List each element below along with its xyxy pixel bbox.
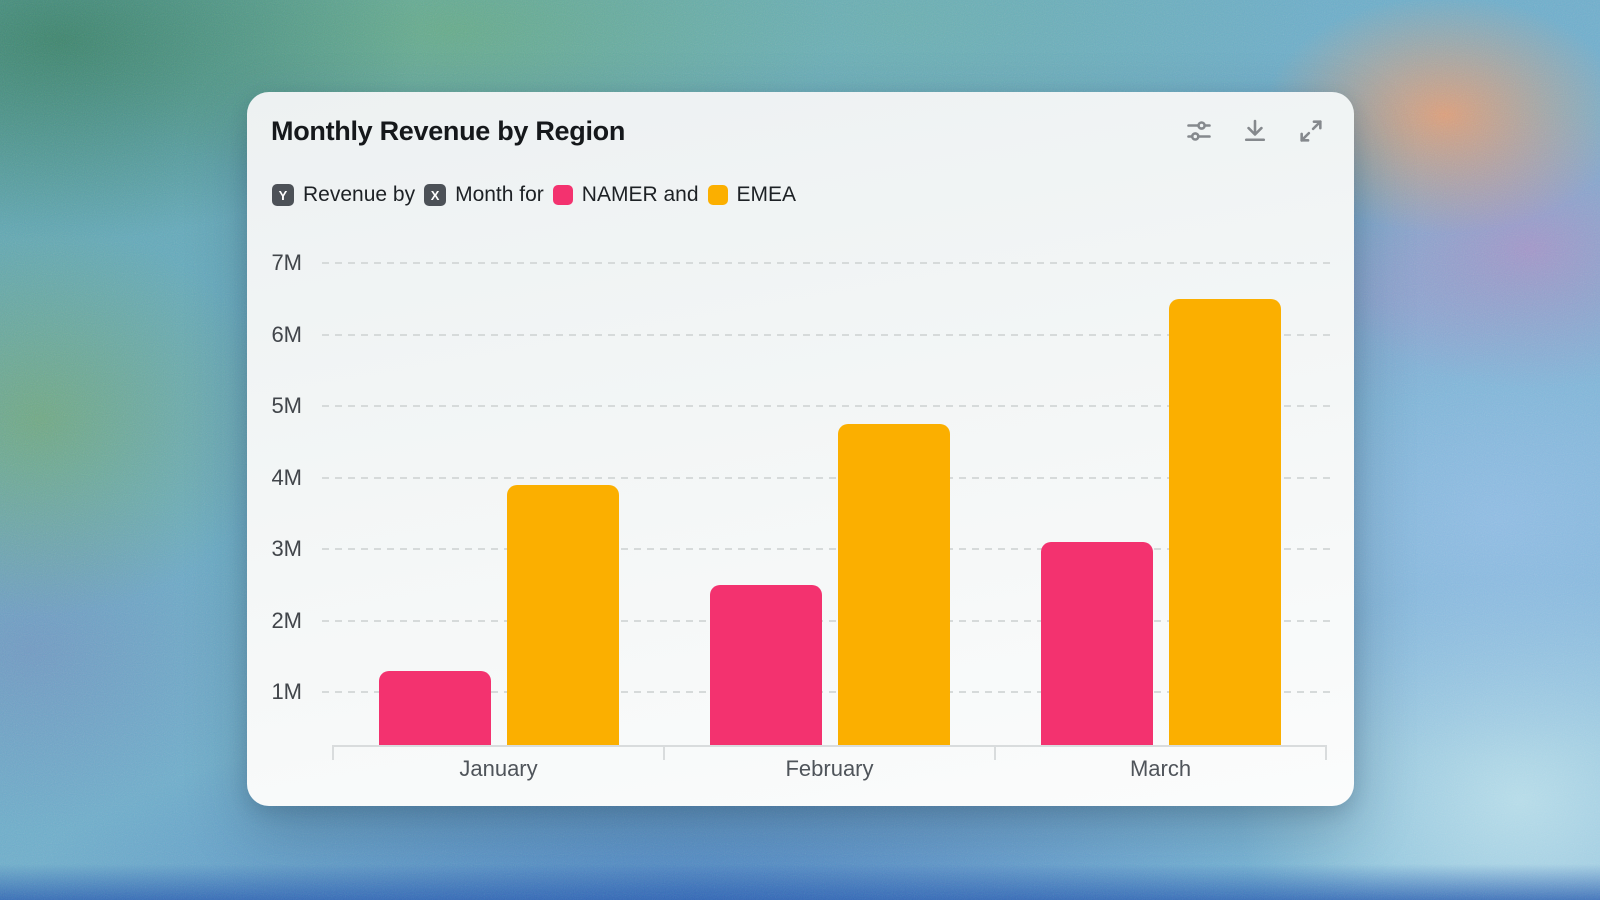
download-icon (1244, 119, 1266, 142)
grid-line (322, 262, 1335, 264)
y-axis-tick-label: 3M (271, 536, 302, 561)
y-axis-badge: Y (272, 184, 294, 206)
y-axis-tick-label: 6M (271, 321, 302, 347)
bar-emea-january[interactable] (506, 484, 619, 745)
bar-chart-plot-area: 1M 2M 3M 4M 5M 6M 7M January February March (247, 92, 1354, 806)
x-axis-badge: X (424, 184, 447, 206)
grid-line (322, 333, 1335, 336)
chart-card: Monthly Revenue by Region (247, 92, 1354, 806)
chart-subtitle: Y Revenue by X Month for NAMER and EMEA (272, 182, 796, 208)
x-axis-label: March (1129, 756, 1192, 781)
x-axis-label: February (785, 756, 874, 781)
bar-namer-march[interactable] (1040, 541, 1153, 745)
card-header: Monthly Revenue by Region (271, 112, 1326, 150)
x-axis-tick (332, 745, 334, 760)
y-axis-tick-label: 5M (271, 393, 302, 418)
card-toolbar (1184, 116, 1326, 146)
grid-line (322, 476, 1335, 479)
bar-namer-january[interactable] (378, 670, 491, 745)
series-1-label: NAMER and (581, 183, 699, 206)
namer-legend-swatch (552, 185, 573, 205)
download-button[interactable] (1240, 116, 1270, 146)
x-axis-label: January (459, 756, 538, 781)
grid-line (322, 691, 1335, 693)
bar-emea-march[interactable] (1168, 298, 1281, 745)
y-axis-tick-label: 1M (271, 679, 302, 704)
x-axis-tick (663, 745, 665, 760)
x-axis-line (333, 745, 1326, 747)
sliders-icon (1187, 121, 1211, 141)
x-axis-field-text: Month for (455, 183, 544, 206)
grid-line (322, 405, 1335, 407)
grid-line (322, 548, 1335, 550)
series-2-label: EMEA (736, 183, 797, 206)
y-axis-field-text: Revenue by (303, 183, 416, 206)
x-axis-tick (1325, 745, 1327, 760)
x-axis-tick (994, 745, 996, 760)
y-axis-tick-label: 2M (271, 607, 302, 633)
expand-button[interactable] (1296, 116, 1326, 146)
chart-settings-button[interactable] (1184, 116, 1214, 146)
bar-namer-february[interactable] (709, 584, 822, 745)
bar-emea-february[interactable] (837, 423, 950, 745)
grid-line (322, 619, 1335, 622)
y-axis-tick-label: 4M (271, 464, 302, 490)
y-axis-tick-label: 7M (271, 250, 302, 275)
expand-icon (1300, 120, 1322, 142)
page-title: Monthly Revenue by Region (271, 115, 626, 146)
emea-legend-swatch (707, 185, 728, 205)
